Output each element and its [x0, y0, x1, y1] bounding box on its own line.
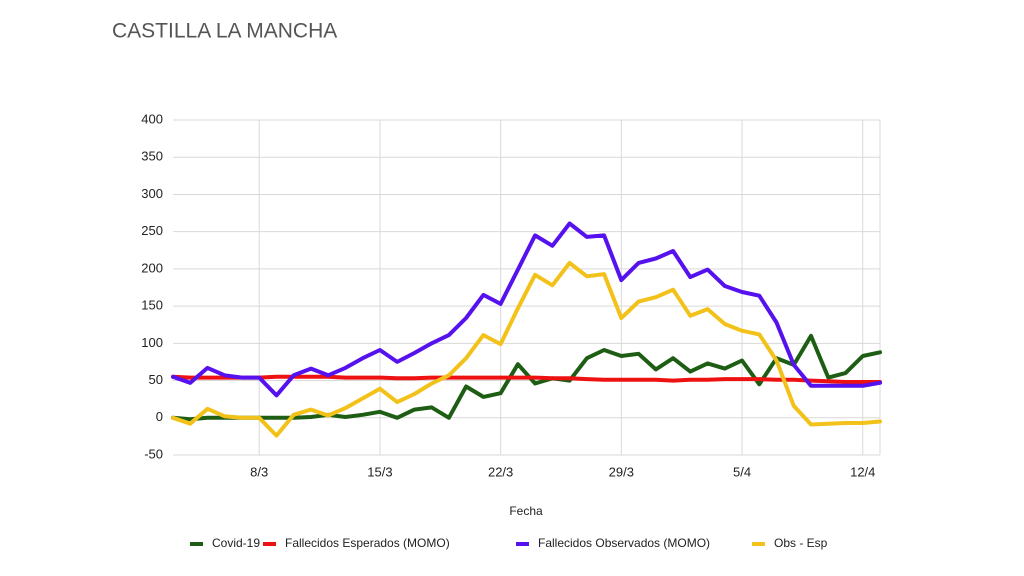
y-tick-label: 150	[141, 298, 163, 313]
y-tick-label: 250	[141, 223, 163, 238]
legend-label: Obs - Esp	[774, 536, 828, 550]
y-tick-label: 300	[141, 186, 163, 201]
series-lines	[171, 221, 882, 438]
x-tick-label: 29/3	[609, 464, 634, 479]
x-tick-label: 12/4	[850, 464, 875, 479]
x-tick-label: 22/3	[488, 464, 513, 479]
legend-label: Fallecidos Esperados (MOMO)	[285, 536, 450, 550]
y-tick-label: 0	[156, 409, 163, 424]
x-tick-label: 5/4	[733, 464, 751, 479]
y-tick-label: 350	[141, 149, 163, 164]
x-axis-label: Fecha	[509, 504, 543, 518]
legend: Covid-19 Fallecidos Esperados (MOMO) Falle…	[190, 536, 828, 550]
legend-label: Fallecidos Observados (MOMO)	[538, 536, 710, 550]
x-tick-label: 8/3	[250, 464, 268, 479]
y-tick-label: 100	[141, 335, 163, 350]
chart-title: CASTILLA LA MANCHA	[112, 20, 337, 43]
y-tick-label: 50	[149, 372, 163, 387]
y-tick-label: 200	[141, 260, 163, 275]
grid: -50 0 50 100 150 200 250 300 350 400 8/3 15/3 22/3 29…	[141, 111, 881, 479]
series-line	[171, 221, 882, 398]
series-line	[171, 260, 882, 438]
x-tick-label: 15/3	[367, 464, 392, 479]
y-tick-label: 400	[141, 111, 163, 126]
legend-label: Covid-19	[212, 536, 260, 550]
y-tick-label: -50	[144, 446, 163, 461]
